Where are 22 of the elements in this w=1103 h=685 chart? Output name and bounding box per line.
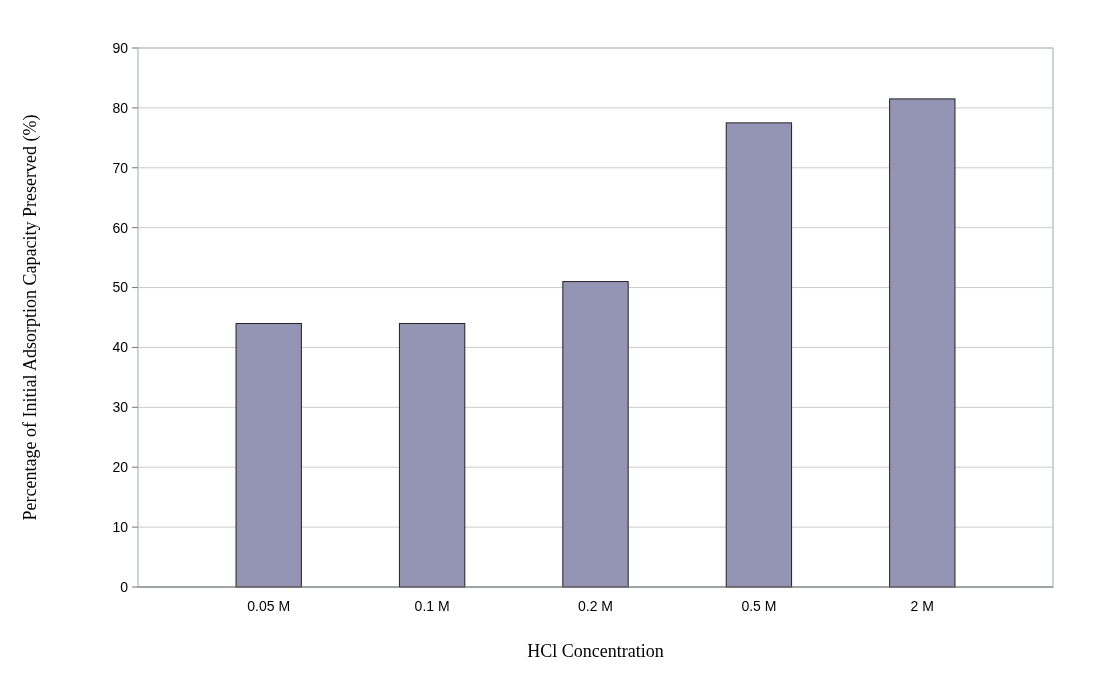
bar [725, 122, 793, 588]
y-tick-label: 0 [120, 578, 129, 595]
bar [398, 322, 466, 588]
y-tick-label: 70 [112, 159, 129, 176]
x-tick-label: 2 M [910, 598, 934, 614]
y-tick-label: 20 [112, 459, 129, 476]
x-tick-label: 0.2 M [577, 598, 614, 614]
x-tick-label: 0.5 M [741, 598, 777, 614]
bar [889, 98, 956, 588]
y-tick-label: 50 [112, 279, 129, 296]
y-axis-title: Percentage of Initial Adsorption Capacity Preserved (%) [20, 114, 41, 521]
x-tick-label: 0.05 M [247, 598, 291, 614]
y-tick-label: 30 [112, 399, 129, 416]
y-tick-label: 40 [112, 339, 129, 356]
y-tick-label: 60 [112, 219, 129, 236]
x-tick-label: 0.1 M [414, 598, 450, 614]
y-tick-label: 80 [112, 99, 129, 116]
bar [562, 281, 629, 588]
y-tick-label: 90 [112, 39, 129, 56]
bar [235, 322, 302, 588]
y-tick-label: 10 [112, 519, 129, 536]
x-axis-title: HCl Concentration [527, 641, 664, 661]
